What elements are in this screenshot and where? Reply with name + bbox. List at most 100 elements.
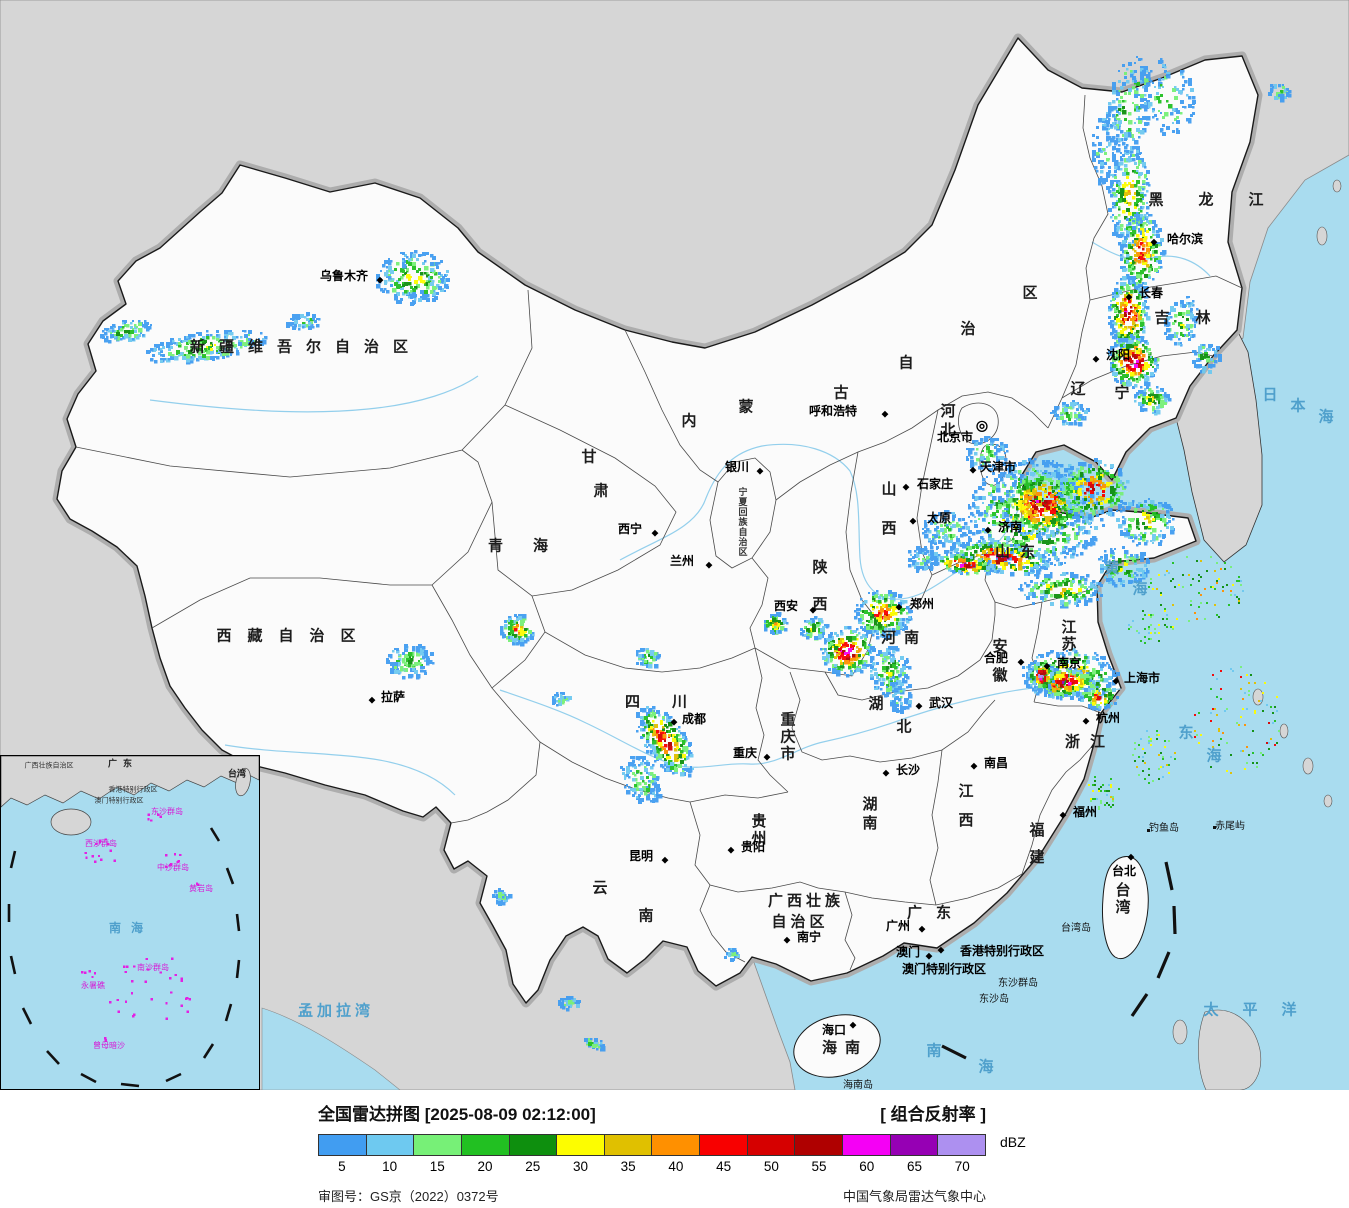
river xyxy=(149,375,479,413)
inset-nine-dash-segment xyxy=(80,1072,97,1084)
south-china-sea-inset: 广西壮族自治区 广东 台湾 香港特别行政区 澳门特别行政区 东沙群岛 西沙群岛 中沙群岛 黄岩岛… xyxy=(0,755,260,1090)
province-border xyxy=(709,457,777,569)
data-source: 中国气象局雷达气象中心 xyxy=(842,1189,986,1204)
province-border xyxy=(1021,743,1095,875)
nine-dash-segment xyxy=(1164,861,1174,891)
inset-sea xyxy=(1,756,259,1089)
foreign-island xyxy=(1302,757,1314,775)
colorbar-segment xyxy=(366,1135,415,1155)
beijing-boundary xyxy=(958,402,999,445)
colorbar-scale-labels: 5 10 15 20 25 30 35 40 45 50 55 60 65 70 xyxy=(318,1159,986,1174)
radar-echo-layer xyxy=(100,56,1292,1052)
colorbar xyxy=(318,1134,986,1156)
nine-dash-segment xyxy=(1130,993,1149,1017)
inset-taiwan xyxy=(235,767,251,797)
province-border xyxy=(817,887,937,906)
foreign-island xyxy=(1198,1009,1262,1090)
map-title: 全国雷达拼图 [2025-08-09 02:12:00] xyxy=(318,1105,596,1124)
province-border xyxy=(749,557,769,649)
island-dot xyxy=(1147,829,1150,832)
inset-nine-dash-segment xyxy=(21,1007,33,1025)
colorbar-tick-label: 35 xyxy=(620,1159,636,1174)
nine-dash-segment xyxy=(1156,951,1171,979)
province-border xyxy=(754,647,789,793)
colorbar-tick-label: 60 xyxy=(859,1159,875,1174)
province-border xyxy=(624,329,719,483)
river xyxy=(224,744,456,796)
province-border xyxy=(775,391,1049,501)
colorbar-segment xyxy=(747,1135,796,1155)
colorbar-tick-label: 65 xyxy=(906,1159,922,1174)
colorbar-segment xyxy=(890,1135,939,1155)
inset-nine-dash-segment xyxy=(46,1050,60,1065)
province-border xyxy=(844,891,856,971)
inset-nine-dash-segment xyxy=(165,1072,182,1083)
colorbar-tick-label: 10 xyxy=(382,1159,398,1174)
colorbar-tick-label: 15 xyxy=(429,1159,445,1174)
foreign-island xyxy=(1279,723,1289,739)
colorbar-tick-label: 20 xyxy=(477,1159,493,1174)
inset-hainan xyxy=(50,808,92,836)
province-border xyxy=(916,409,939,576)
province-border xyxy=(151,449,493,629)
inset-nine-dash-segment xyxy=(224,1003,233,1022)
inset-nine-dash-segment xyxy=(209,827,221,842)
foreign-island xyxy=(1316,226,1328,246)
foreign-island xyxy=(1332,179,1342,193)
colorbar-tick-label: 50 xyxy=(763,1159,779,1174)
inset-nine-dash-segment xyxy=(9,850,17,869)
foreign-island xyxy=(1252,688,1264,706)
province-border xyxy=(824,602,996,701)
hainan-island xyxy=(793,1014,881,1078)
province-border xyxy=(544,631,756,673)
colorbar-segment xyxy=(461,1135,510,1155)
legend-panel: 全国雷达拼图 [2025-08-09 02:12:00] [ 组合反射率 ] 5… xyxy=(0,1090,1349,1208)
inset-nine-dash-segment xyxy=(235,959,241,979)
colorbar-tick-label: 30 xyxy=(572,1159,588,1174)
colorbar-tick-label: 40 xyxy=(668,1159,684,1174)
province-border xyxy=(929,749,943,906)
approval-number: 审图号：GS京（2022）0372号 xyxy=(318,1189,499,1204)
colorbar-segment xyxy=(843,1135,891,1155)
province-border xyxy=(539,741,691,803)
nine-dash-segment xyxy=(1172,905,1177,935)
colorbar-tick-label: 45 xyxy=(716,1159,732,1174)
inset-nine-dash-segment xyxy=(225,867,235,885)
foreign-island xyxy=(1172,1019,1188,1045)
nine-dash-segment xyxy=(941,1044,967,1060)
inset-map xyxy=(1,756,259,1089)
province-border xyxy=(935,873,1023,906)
province-border xyxy=(1033,701,1102,714)
inset-nine-dash-segment xyxy=(120,1082,140,1088)
province-border xyxy=(689,801,819,893)
inset-islands-layer xyxy=(81,813,200,1042)
province-border xyxy=(75,289,533,478)
province-border xyxy=(491,404,677,597)
province-border xyxy=(491,595,546,689)
taiwan-island xyxy=(1102,856,1149,959)
colorbar-tick-label: 55 xyxy=(811,1159,827,1174)
product-label: [ 组合反射率 ] xyxy=(880,1105,986,1124)
inset-nine-dash-segment xyxy=(202,1043,215,1059)
colorbar-tick-label: 70 xyxy=(954,1159,970,1174)
colorbar-segment xyxy=(509,1135,558,1155)
island-dot xyxy=(1213,826,1216,829)
province-border xyxy=(789,671,996,763)
province-border xyxy=(689,791,789,803)
foreign-island xyxy=(1323,794,1333,808)
colorbar-tick-label: 25 xyxy=(525,1159,541,1174)
colorbar-tick-label: 5 xyxy=(338,1159,346,1174)
colorbar-segment xyxy=(700,1135,748,1155)
unit-label: dBZ xyxy=(1000,1134,1026,1150)
colorbar-segment xyxy=(938,1135,985,1155)
colorbar-segment xyxy=(795,1135,844,1155)
bay-of-bengal xyxy=(261,1007,401,1090)
colorbar-segment xyxy=(557,1135,605,1155)
inset-nine-dash-segment xyxy=(235,913,241,932)
colorbar-segment xyxy=(319,1135,367,1155)
colorbar-segment xyxy=(604,1135,653,1155)
province-border xyxy=(1047,94,1109,429)
colorbar-segment xyxy=(652,1135,701,1155)
colorbar-segment xyxy=(414,1135,462,1155)
